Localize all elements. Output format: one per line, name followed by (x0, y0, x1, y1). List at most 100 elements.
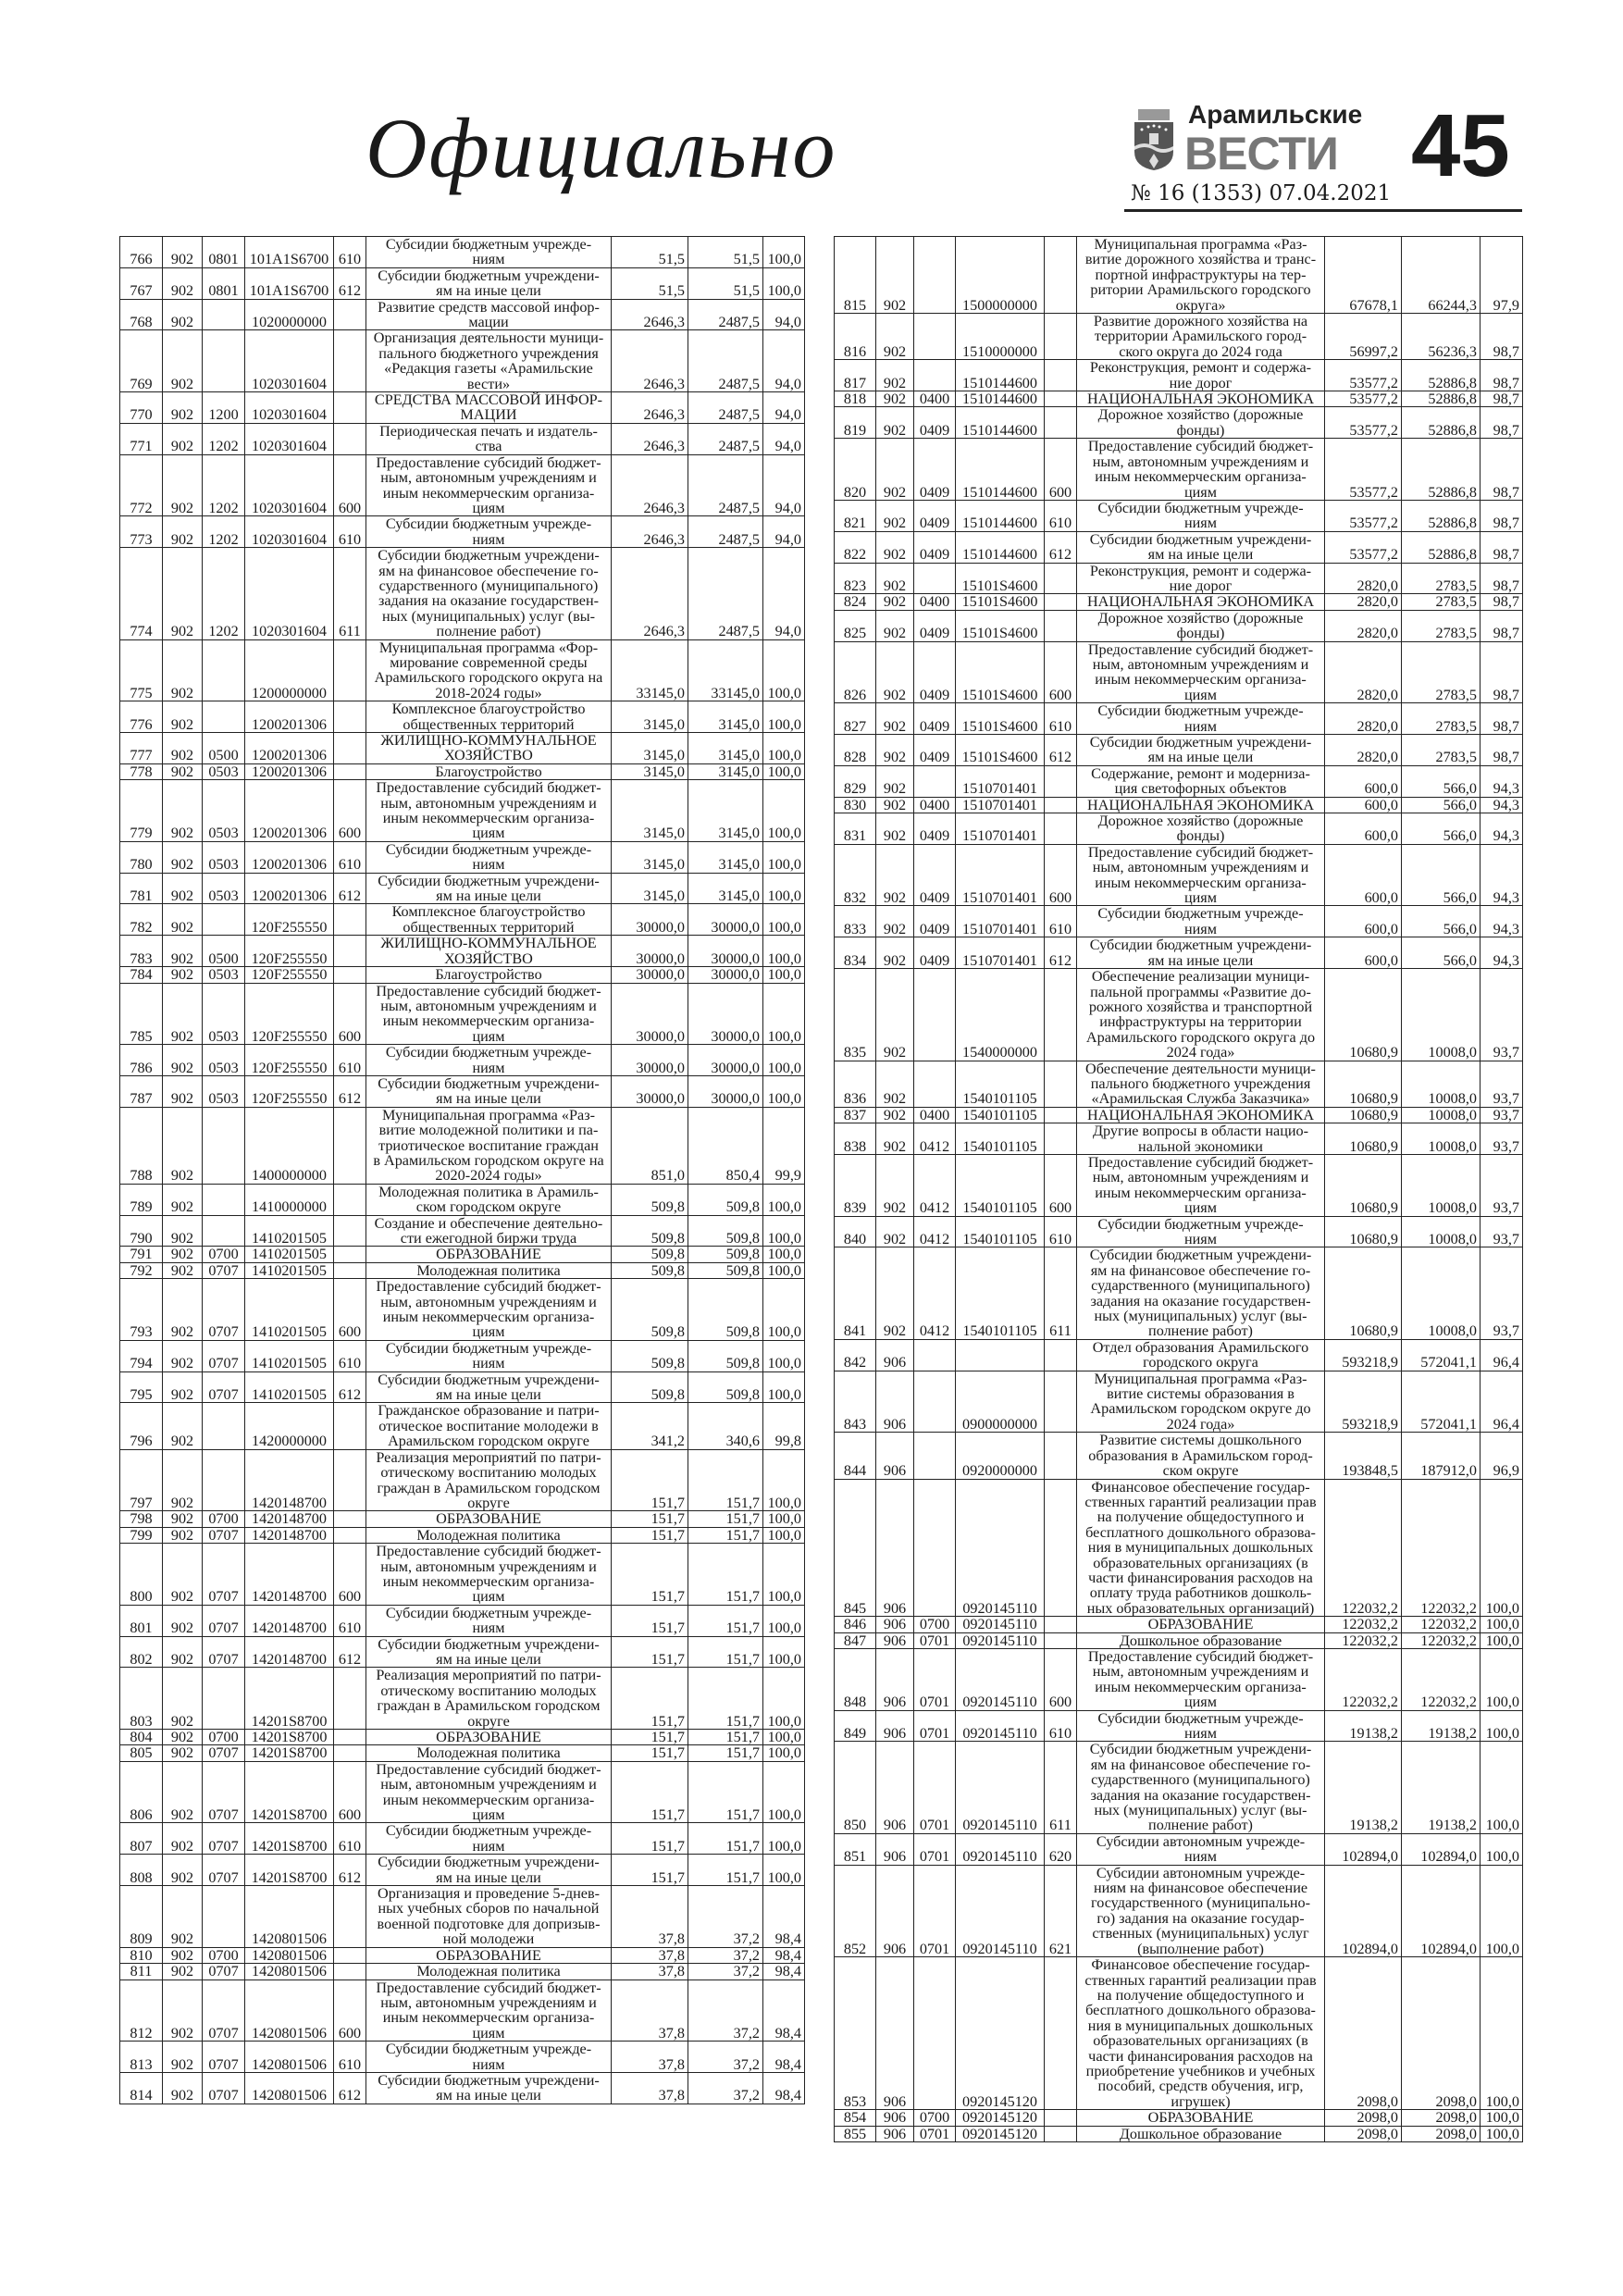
row-number: 780 (119, 840, 163, 874)
target-article-code: 1510144600 (955, 359, 1045, 392)
execution-percent: 100,0 (762, 1448, 805, 1512)
item-name: Дорожное хозяйство (дорожные фонды) (1076, 813, 1325, 845)
table-row: 788 902 1400000000 Муниципальная программа … (119, 1106, 805, 1185)
section-code (913, 235, 956, 315)
actual-amount: 509,8 (688, 1214, 763, 1247)
planned-amount: 53577,2 (1324, 530, 1402, 564)
department-code: 902 (162, 515, 203, 549)
actual-amount: 151,7 (688, 1635, 763, 1669)
section-code (202, 639, 245, 702)
planned-amount: 151,7 (611, 1667, 688, 1730)
row-number: 769 (119, 329, 163, 393)
execution-percent: 93,7 (1480, 1123, 1523, 1155)
planned-amount: 851,0 (611, 1106, 688, 1185)
row-number: 779 (119, 779, 163, 842)
section-code (913, 968, 956, 1061)
execution-percent: 94,3 (1480, 796, 1523, 814)
actual-amount: 151,7 (688, 1728, 763, 1746)
item-name: НАЦИОНАЛЬНАЯ ЭКОНОМИКА (1076, 1106, 1325, 1124)
expense-type-code (1044, 1616, 1077, 1633)
execution-percent: 94,3 (1480, 813, 1523, 845)
planned-amount: 193848,5 (1324, 1432, 1402, 1480)
actual-amount: 19138,2 (1401, 1709, 1481, 1743)
target-article-code: 1420801506 (244, 1979, 334, 2042)
department-code: 902 (162, 779, 203, 842)
department-code: 906 (875, 1632, 914, 1649)
target-article-code: 1200201306 (244, 763, 334, 781)
item-name: Комплексное благоустройство общественных… (365, 903, 612, 937)
execution-percent: 100,0 (762, 1278, 805, 1341)
expense-type-code: 620 (1044, 1832, 1077, 1866)
section-code: 1202 (202, 422, 245, 455)
expense-type-code (333, 1246, 366, 1263)
planned-amount: 53577,2 (1324, 359, 1402, 392)
row-number: 824 (834, 593, 876, 611)
actual-amount: 2487,5 (688, 422, 763, 455)
table-row: 805 902 0707 14201S8700 Молодежная политика 1… (119, 1744, 805, 1762)
row-number: 783 (119, 935, 163, 968)
execution-percent: 98,7 (1480, 562, 1523, 595)
execution-percent: 93,7 (1480, 1153, 1523, 1217)
department-code: 902 (162, 329, 203, 393)
department-code: 902 (162, 267, 203, 300)
item-name: Субсидии бюджетным учреждени- ям на иные… (365, 2071, 612, 2104)
row-number: 817 (834, 359, 876, 392)
planned-amount: 341,2 (611, 1402, 688, 1450)
actual-amount: 572041,1 (1401, 1338, 1481, 1371)
execution-percent: 94,0 (762, 329, 805, 393)
department-code: 902 (162, 903, 203, 937)
section-code: 0707 (202, 1604, 245, 1637)
section-code: 0400 (913, 796, 956, 814)
expense-type-code (1044, 1106, 1077, 1124)
row-number: 826 (834, 640, 876, 704)
item-name: Предоставление субсидий бюджет- ным, авт… (365, 779, 612, 842)
expense-type-code (1044, 1370, 1077, 1433)
expense-type-code (333, 391, 366, 424)
table-row: 821 902 0409 1510144600 610 Субсидии бюджетны… (834, 499, 1523, 532)
item-name: Финансовое обеспечение государ- ственных… (1076, 1956, 1325, 2111)
actual-amount: 37,2 (688, 1979, 763, 2042)
section-code: 0700 (202, 1728, 245, 1746)
actual-amount: 37,2 (688, 1946, 763, 1965)
expense-type-code (1044, 359, 1077, 392)
item-name: Субсидии бюджетным учреждени- ям на фина… (365, 547, 612, 640)
expense-type-code (333, 1526, 366, 1545)
table-row: 815 902 1500000000 Муниципальная программа … (834, 235, 1523, 315)
table-row: 811 902 0707 1420801506 Молодежная политика 3… (119, 1963, 805, 1980)
department-code: 906 (875, 1338, 914, 1371)
target-article-code: 14201S8700 (244, 1760, 334, 1824)
section-code: 0503 (202, 779, 245, 842)
table-row: 791 902 0700 1410201505 ОБРАЗОВАНИЕ 509,8 509,… (119, 1246, 805, 1263)
department-code: 902 (162, 1822, 203, 1855)
execution-percent: 100,0 (1480, 1616, 1523, 1633)
planned-amount: 10680,9 (1324, 1060, 1402, 1108)
actual-amount: 509,8 (688, 1278, 763, 1341)
planned-amount: 600,0 (1324, 937, 1402, 970)
issue-info: № 16 (1353) 07.04.2021 (1131, 181, 1392, 205)
row-number: 844 (834, 1432, 876, 1480)
expense-type-code (1044, 1338, 1077, 1371)
planned-amount: 10680,9 (1324, 1215, 1402, 1248)
planned-amount: 3145,0 (611, 763, 688, 781)
item-name: Муниципальная программа «Раз- витие моло… (365, 1106, 612, 1185)
expense-type-code: 612 (1044, 937, 1077, 970)
row-number: 818 (834, 391, 876, 408)
expense-type-code (1044, 406, 1077, 440)
row-number: 773 (119, 515, 163, 549)
execution-percent: 94,0 (762, 391, 805, 424)
planned-amount: 3145,0 (611, 872, 688, 905)
row-number: 792 (119, 1261, 163, 1280)
target-article-code: 1200201306 (244, 779, 334, 842)
item-name: Организация и проведение 5-днев- ных уче… (365, 1885, 612, 1948)
planned-amount: 3145,0 (611, 779, 688, 842)
row-number: 846 (834, 1616, 876, 1633)
planned-amount: 509,8 (611, 1246, 688, 1263)
table-row: 807 902 0707 14201S8700 610 Субсидии бюджетны… (119, 1822, 805, 1855)
item-name: Субсидии автономным учрежде- ниям на фин… (1076, 1864, 1325, 1958)
target-article-code: 1420801506 (244, 1946, 334, 1965)
item-name: Муниципальная программа «Раз- витие сист… (1076, 1370, 1325, 1433)
table-row: 829 902 1510701401 Содержание, ремонт и мод… (834, 764, 1523, 798)
expense-type-code: 610 (333, 236, 366, 268)
execution-percent: 93,7 (1480, 1247, 1523, 1340)
department-code: 902 (162, 422, 203, 455)
